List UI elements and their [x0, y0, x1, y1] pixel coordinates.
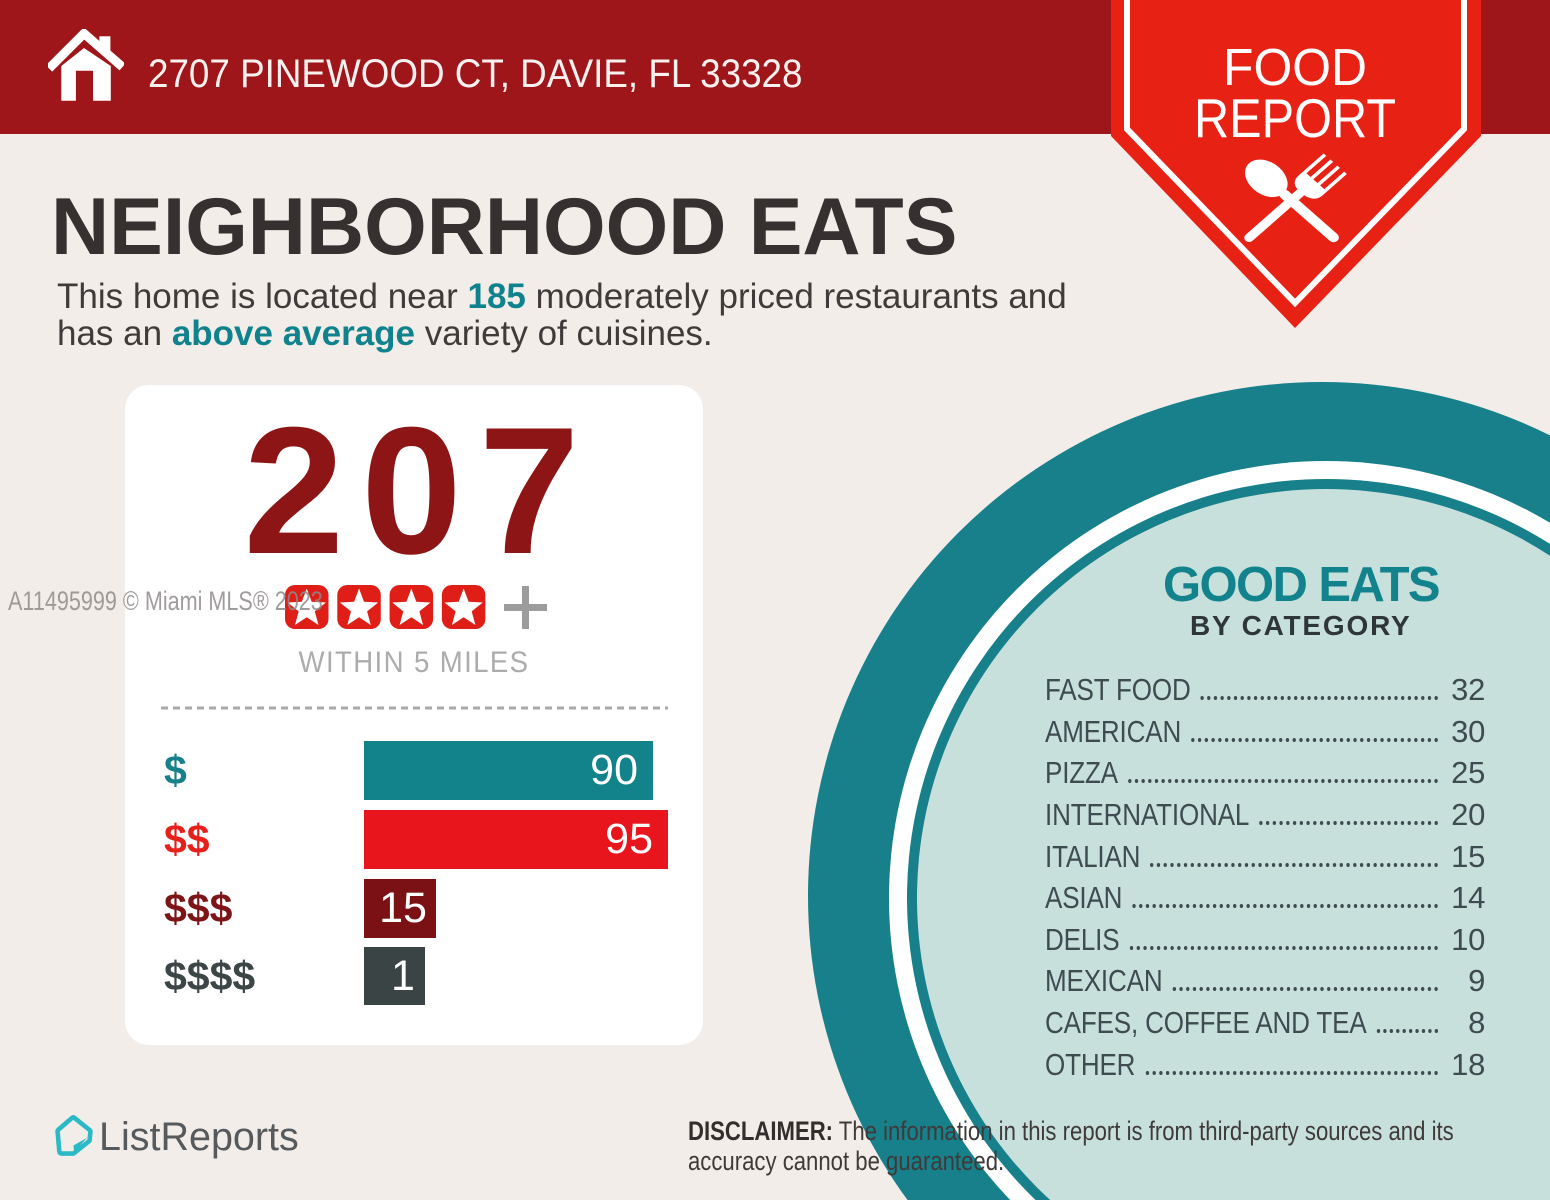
svg-text:FOOD: FOOD — [1223, 39, 1367, 97]
svg-text:REPORT: REPORT — [1194, 87, 1396, 149]
